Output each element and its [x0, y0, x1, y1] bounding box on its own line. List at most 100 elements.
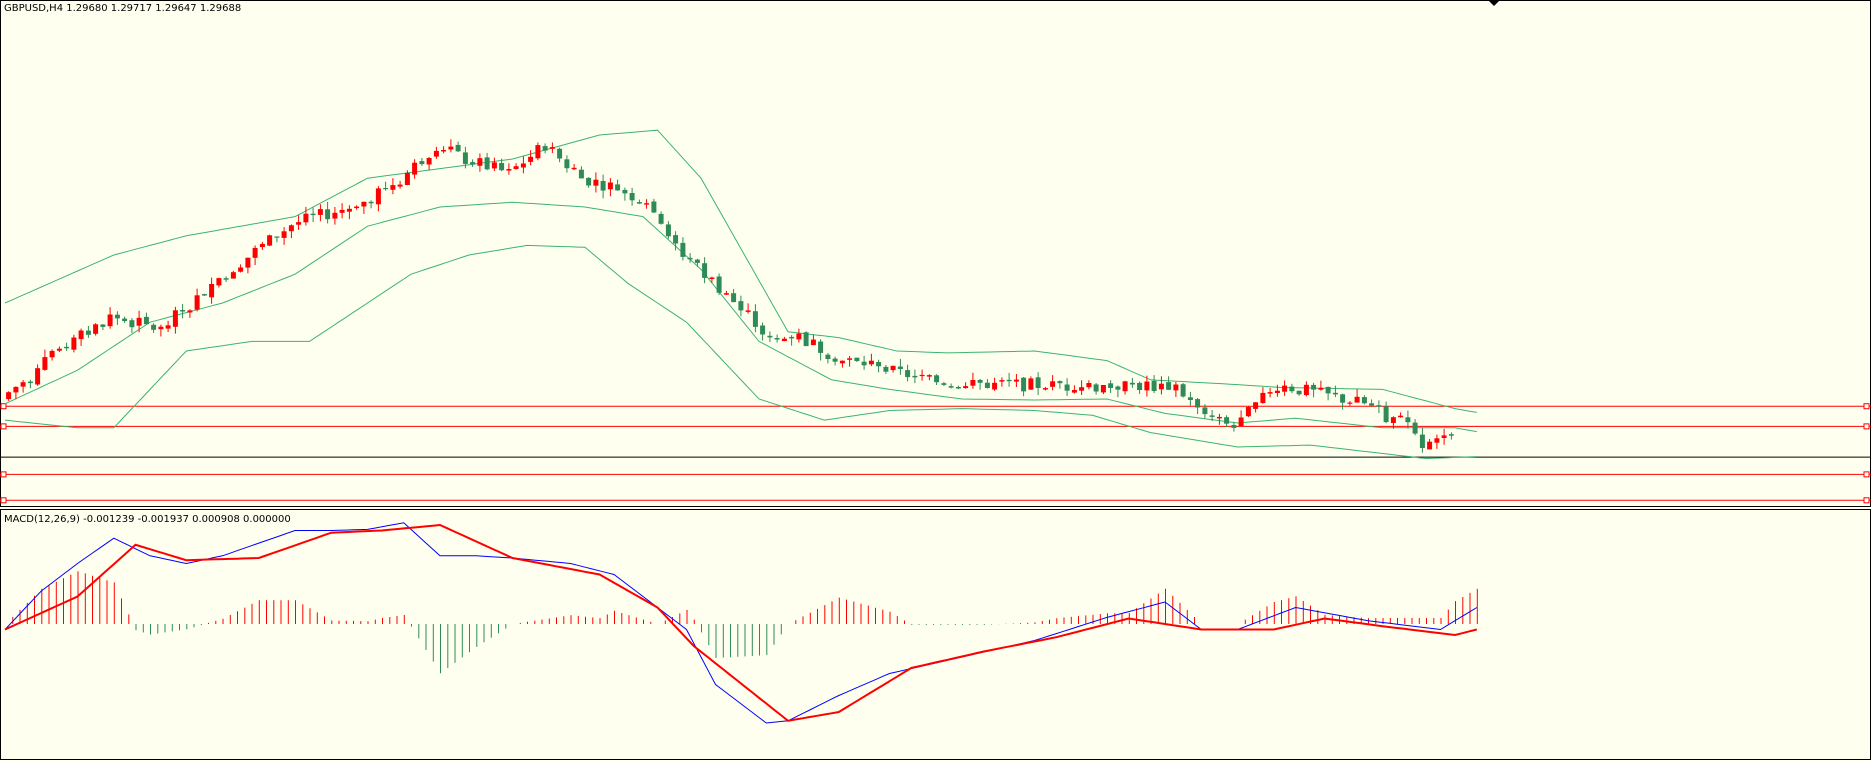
candle-body [209, 284, 215, 298]
candle-body [245, 257, 251, 268]
candle-body [1108, 383, 1114, 388]
candle-body [542, 146, 548, 151]
candle-body [789, 336, 795, 339]
candle-body [1311, 384, 1317, 390]
candle-body [1079, 387, 1085, 391]
candle-body [1274, 390, 1280, 393]
candle-body [1224, 417, 1230, 424]
candle-body [267, 235, 273, 246]
candle-body [1398, 415, 1404, 418]
candle-body [1028, 378, 1034, 390]
candle-body [1376, 405, 1382, 407]
candle-body [709, 277, 715, 279]
level-handle-right-1 [1863, 423, 1870, 430]
candle-body [230, 272, 236, 279]
candle-body [912, 375, 918, 378]
candle-body [999, 380, 1005, 382]
candle-body [977, 380, 983, 383]
candle-body [1282, 385, 1288, 392]
candle-body [143, 316, 149, 325]
candle-body [1361, 397, 1367, 404]
candle-body [397, 184, 403, 187]
candle-body [1187, 397, 1193, 400]
candle-body [1021, 377, 1027, 392]
candle-body [1035, 377, 1041, 388]
candle-body [499, 163, 505, 171]
candle-body [390, 185, 396, 190]
candle-body [854, 357, 860, 361]
candle-body [1390, 417, 1396, 423]
candle-body [636, 202, 642, 204]
candle-body [259, 243, 265, 248]
candle-body [339, 209, 345, 213]
candle-body [412, 162, 418, 175]
candle-body [738, 301, 744, 311]
candle-body [100, 324, 106, 327]
candle-body [1180, 384, 1186, 397]
candle-body [216, 278, 222, 286]
candle-body [665, 224, 671, 237]
candle-body [448, 146, 454, 150]
candle-body [796, 333, 802, 340]
candle-body [723, 293, 729, 295]
level-handle-right-0 [1863, 403, 1870, 410]
candle-body [941, 383, 947, 385]
macd-signal-line [4, 523, 1478, 722]
candle-body [1369, 403, 1375, 406]
candle-body [1419, 434, 1425, 448]
candle-body [694, 259, 700, 263]
candle-body [375, 188, 381, 205]
candle-body [114, 314, 120, 319]
candle-body [194, 295, 200, 310]
candle-body [1173, 384, 1179, 391]
candle-body [1006, 379, 1012, 382]
candle-body [433, 150, 439, 157]
candle-body [441, 150, 447, 152]
candle-body [593, 179, 599, 186]
candle-body [238, 267, 244, 272]
candle-body [629, 193, 635, 201]
candle-body [1151, 380, 1157, 391]
candle-body [528, 156, 534, 162]
candle-body [803, 332, 809, 347]
candle-body [1050, 381, 1056, 387]
candle-body [122, 318, 128, 322]
level-handle-left-2 [0, 471, 7, 478]
candle-body [644, 203, 650, 205]
candle-body [107, 314, 113, 327]
candle-body [1115, 386, 1121, 390]
candle-body [42, 357, 48, 370]
candle-body [368, 201, 374, 204]
candle-body [477, 158, 483, 166]
macd-panel [4, 522, 1478, 724]
candle-body [992, 382, 998, 390]
level-handle-left-3 [0, 497, 7, 504]
candle-body [187, 310, 193, 313]
candle-body [419, 161, 425, 165]
candle-body [549, 147, 555, 149]
candle-body [455, 144, 461, 152]
candle-body [847, 358, 853, 360]
candle-body [651, 201, 657, 213]
candle-body [13, 386, 19, 393]
candle-body [223, 278, 229, 280]
candle-body [716, 276, 722, 293]
candle-body [1202, 407, 1208, 415]
candle-body [71, 337, 77, 350]
candle-body [1129, 382, 1135, 385]
candle-body [680, 242, 686, 257]
candle-body [926, 375, 932, 377]
candle-body [1318, 387, 1324, 390]
candle-body [78, 330, 84, 340]
candle-body [1245, 407, 1251, 417]
level-handle-left-1 [0, 423, 7, 430]
candle-body [1325, 386, 1331, 394]
candle-body [600, 181, 606, 191]
candle-body [1086, 383, 1092, 388]
candle-body [274, 236, 280, 238]
candle-body [426, 158, 432, 165]
price-panel [0, 129, 1871, 504]
candle-body [288, 225, 294, 232]
candle-body [1253, 402, 1259, 409]
candle-body [20, 382, 26, 387]
